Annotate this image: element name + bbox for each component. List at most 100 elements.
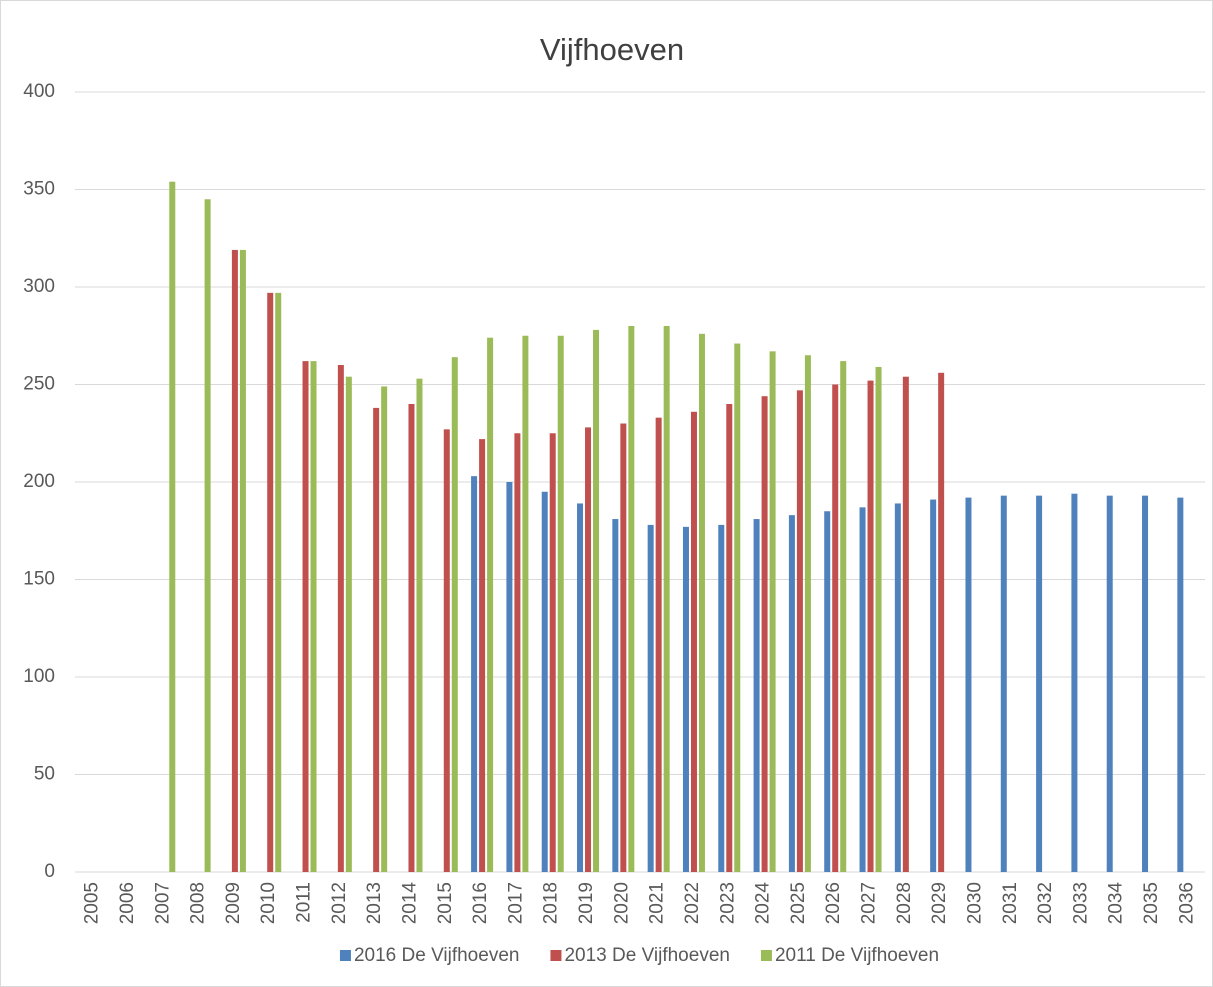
bar (894, 503, 901, 872)
bar (655, 417, 662, 872)
bar (840, 361, 847, 872)
legend-label: 2013 De Vijfhoeven (564, 945, 730, 966)
x-tick-label: 2022 (682, 882, 703, 924)
bar (930, 499, 937, 872)
bar (506, 482, 513, 872)
x-tick-label: 2033 (1070, 882, 1091, 924)
bar (761, 396, 768, 872)
bar (628, 326, 635, 872)
x-tick-label: 2021 (647, 882, 668, 924)
bar (267, 292, 274, 873)
bar (204, 199, 211, 872)
y-tick-label: 100 (23, 666, 55, 687)
bar (620, 423, 627, 872)
bar (663, 326, 670, 872)
bar (577, 503, 584, 872)
bar (557, 335, 564, 872)
bar (796, 390, 803, 872)
bar (514, 433, 521, 872)
bar (965, 497, 972, 872)
y-tick-label: 300 (23, 276, 55, 297)
bar (769, 351, 776, 873)
bar (231, 249, 238, 872)
x-tick-label: 2012 (329, 882, 350, 924)
x-tick-label: 2020 (611, 882, 632, 924)
x-tick-label: 2034 (1106, 882, 1127, 925)
bar (345, 376, 352, 872)
legend-marker (760, 950, 772, 961)
x-tick-label: 2011 (294, 882, 315, 923)
bar (302, 361, 309, 872)
x-tick-label: 2009 (223, 882, 244, 924)
bar (753, 519, 760, 872)
bar (471, 476, 478, 872)
y-tick-label: 250 (23, 374, 55, 395)
bar (788, 515, 795, 872)
bar (541, 491, 548, 872)
legend-label: 2011 De Vijfhoeven (775, 945, 939, 966)
bar (487, 337, 494, 872)
bar (443, 429, 450, 872)
y-tick-label: 350 (23, 179, 55, 200)
bar (804, 355, 811, 872)
x-tick-label: 2005 (82, 882, 103, 924)
bar (859, 507, 866, 872)
bar (381, 386, 388, 872)
bar (690, 411, 697, 872)
bar (373, 407, 380, 872)
bar (549, 433, 556, 872)
bar (310, 361, 317, 872)
bar (718, 524, 725, 872)
x-tick-label: 2036 (1176, 882, 1197, 924)
x-tick-label: 2026 (823, 882, 844, 924)
bar (593, 329, 600, 872)
bar (1177, 497, 1184, 872)
bar (698, 333, 705, 872)
bar (734, 343, 741, 872)
y-tick-label: 200 (23, 471, 55, 492)
x-tick-label: 2029 (929, 882, 950, 924)
bar (867, 380, 874, 872)
x-tick-label: 2013 (364, 882, 385, 924)
x-tick-label: 2028 (894, 882, 915, 924)
x-tick-label: 2024 (753, 882, 774, 925)
legend-marker (550, 950, 562, 961)
bar (875, 366, 882, 872)
y-tick-label: 50 (34, 764, 55, 785)
chart-title: Vijfhoeven (540, 32, 684, 67)
bar (451, 357, 458, 872)
x-tick-label: 2018 (541, 882, 562, 924)
x-tick-label: 2014 (399, 882, 420, 925)
bar (647, 524, 654, 872)
bar (1142, 495, 1149, 872)
y-tick-label: 400 (23, 81, 55, 102)
x-tick-label: 2025 (788, 882, 809, 924)
x-tick-label: 2030 (964, 882, 985, 924)
x-tick-label: 2035 (1141, 882, 1162, 924)
x-tick-label: 2017 (505, 882, 526, 924)
x-tick-label: 2032 (1035, 882, 1056, 924)
x-tick-label: 2027 (859, 882, 880, 924)
bar (902, 376, 909, 872)
bar (1000, 495, 1007, 872)
bar (938, 372, 945, 872)
bar (239, 249, 246, 872)
bar (612, 519, 619, 872)
bar (408, 404, 415, 872)
bar (416, 378, 423, 872)
bar (169, 181, 176, 872)
bar (275, 292, 282, 873)
bar (1036, 495, 1043, 872)
x-tick-label: 2010 (258, 882, 279, 924)
bar (337, 365, 344, 872)
bar (479, 439, 486, 872)
bar (832, 384, 839, 872)
x-tick-label: 2019 (576, 882, 597, 924)
bar (726, 404, 733, 872)
bar (824, 511, 831, 872)
bar (682, 526, 689, 872)
x-tick-label: 2006 (117, 882, 138, 924)
x-tick-label: 2016 (470, 882, 491, 924)
